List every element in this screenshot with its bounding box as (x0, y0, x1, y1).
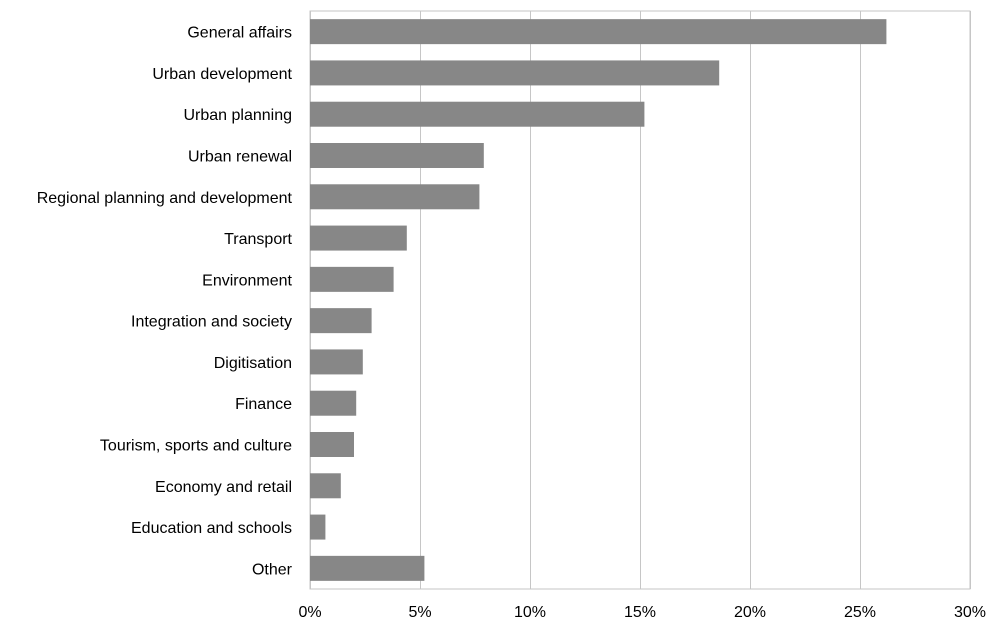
category-label: Regional planning and development (37, 190, 293, 207)
bar (310, 349, 363, 375)
x-tick-label: 10% (514, 604, 546, 621)
category-label: Digitisation (214, 355, 292, 372)
x-tick-label: 25% (844, 604, 876, 621)
x-axis-tick-labels: 0% 5% 10% 15% 20% 25% 30% (298, 604, 986, 621)
category-label: Transport (224, 231, 292, 248)
category-label: Tourism, sports and culture (100, 438, 292, 455)
bars (310, 19, 887, 581)
category-labels: General affairs Urban development Urban pl… (37, 25, 293, 579)
bar (310, 432, 354, 457)
x-tick-label: 15% (624, 604, 656, 621)
category-label: Urban planning (183, 107, 292, 124)
category-label: Urban renewal (188, 149, 292, 166)
bar (310, 143, 484, 168)
bar (310, 101, 645, 127)
category-label: Economy and retail (155, 479, 292, 496)
category-label: General affairs (187, 25, 292, 42)
bar (310, 555, 425, 581)
category-label: Environment (202, 272, 292, 289)
bar (310, 225, 407, 251)
bar (310, 19, 887, 45)
category-label: Integration and society (131, 314, 292, 331)
x-tick-label: 20% (734, 604, 766, 621)
bar (310, 308, 372, 334)
x-tick-label: 5% (408, 604, 431, 621)
category-label: Education and schools (131, 520, 292, 537)
category-label: Finance (235, 396, 292, 413)
bar (310, 473, 341, 499)
x-tick-label: 0% (298, 604, 321, 621)
category-label: Urban development (152, 66, 292, 83)
gridlines (309, 10, 971, 590)
bar (310, 60, 720, 86)
x-tick-label: 30% (954, 604, 986, 621)
bar (310, 390, 357, 416)
bar (310, 266, 394, 292)
bar (310, 184, 480, 210)
bar (310, 514, 326, 540)
category-label: Other (252, 561, 293, 578)
